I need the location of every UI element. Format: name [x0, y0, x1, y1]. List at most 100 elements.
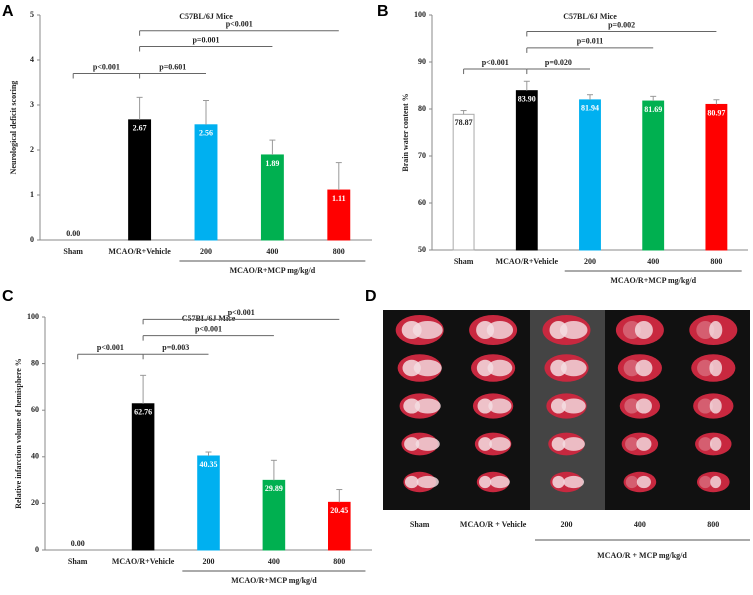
- y-tick-label: 60: [31, 405, 39, 414]
- brain-slice-white: [709, 359, 723, 377]
- bar: [515, 90, 538, 251]
- value-label: 40.35: [200, 460, 218, 469]
- brain-slice-white: [488, 398, 512, 414]
- error-bar: [587, 94, 593, 100]
- brain-slice-white: [625, 437, 639, 451]
- value-label: 62.76: [134, 408, 152, 417]
- significance-label: p<0.001: [97, 343, 124, 352]
- x-tick-label: 400: [647, 257, 659, 266]
- error-bar: [460, 110, 467, 115]
- y-tick-label: 80: [31, 358, 39, 367]
- brain-slice-white: [489, 475, 510, 489]
- y-tick-label: 0: [30, 235, 34, 244]
- y-tick-label: 4: [30, 55, 34, 64]
- x-tick-label: 800: [710, 257, 722, 266]
- error-bar: [523, 80, 530, 91]
- brain-slice-white: [636, 475, 651, 489]
- bar: [131, 403, 155, 551]
- error-bar: [140, 374, 147, 404]
- value-label: 0.00: [71, 539, 85, 548]
- value-label: 29.89: [265, 484, 283, 493]
- brain-slice-white: [476, 321, 495, 339]
- x-tick-label: MCAO/R+Vehicle: [108, 247, 171, 256]
- bar: [128, 119, 152, 241]
- x-tick-label: MCAO/R+Vehicle: [496, 257, 559, 266]
- brain-slice-white: [403, 398, 421, 414]
- y-axis-label: Neurological deficit scoring: [9, 81, 18, 175]
- y-axis-label: Relative infarction volume of hemisphere…: [14, 358, 23, 509]
- y-tick-label: 80: [418, 104, 426, 113]
- significance-label: p=0.001: [192, 35, 219, 44]
- brain-slice-white: [402, 359, 421, 377]
- error-bar: [203, 100, 209, 125]
- significance-label: p<0.001: [226, 20, 253, 29]
- x-tick-label: 200: [200, 247, 212, 256]
- brain-slice-white: [415, 437, 440, 451]
- group-label: MCAO/R+MCP mg/kg/d: [230, 266, 316, 275]
- x-tick-label: 800: [333, 557, 345, 566]
- brain-slice-white: [563, 475, 585, 489]
- brain-slice-white: [623, 359, 641, 377]
- significance-label: p=0.002: [608, 20, 635, 29]
- value-label: 78.87: [455, 118, 473, 127]
- error-bar: [136, 96, 143, 120]
- x-tick-label: 200: [561, 520, 573, 529]
- significance-label: p=0.020: [545, 58, 572, 67]
- significance-label: p<0.001: [195, 324, 222, 333]
- y-tick-label: 1: [30, 190, 34, 199]
- brain-slice-white: [404, 437, 420, 451]
- error-bar: [270, 459, 277, 481]
- brain-slice-white: [709, 437, 722, 451]
- x-tick-label: Sham: [63, 247, 83, 256]
- brain-slice-white: [414, 398, 441, 414]
- y-tick-label: 0: [35, 545, 39, 554]
- error-bar: [269, 139, 276, 155]
- x-tick-label: 400: [268, 557, 280, 566]
- value-label: 1.11: [332, 194, 346, 203]
- x-tick-label: 200: [203, 557, 215, 566]
- group-label: MCAO/R + MCP mg/kg/d: [597, 551, 687, 560]
- y-tick-label: 100: [414, 10, 426, 19]
- brain-slice-white: [552, 475, 565, 489]
- x-tick-label: Sham: [410, 520, 430, 529]
- x-tick-label: 400: [266, 247, 278, 256]
- brain-slice-white: [476, 359, 494, 377]
- significance-label: p<0.001: [482, 58, 509, 67]
- significance-label: p=0.003: [162, 343, 189, 352]
- significance-label: p<0.001: [93, 62, 120, 71]
- brain-slice-white: [478, 475, 492, 489]
- group-label: MCAO/R+MCP mg/kg/d: [231, 576, 317, 585]
- bar: [579, 99, 601, 251]
- brain-slice-white: [561, 398, 586, 414]
- x-tick-label: MCAO/R+Vehicle: [112, 557, 175, 566]
- brain-slice-white: [697, 359, 714, 377]
- brain-slice-white: [487, 359, 513, 377]
- y-tick-label: 40: [31, 452, 39, 461]
- brain-slice-white: [624, 398, 640, 414]
- panel-letter: D: [365, 288, 377, 305]
- brain-slice-white: [635, 359, 653, 377]
- bar: [452, 113, 475, 251]
- error-bar: [713, 99, 720, 105]
- value-label: 20.45: [330, 506, 348, 515]
- y-axis-label: Brain water content %: [401, 93, 410, 171]
- x-tick-label: Sham: [68, 557, 88, 566]
- significance-label: p=0.011: [577, 37, 604, 46]
- brain-slice-white: [549, 321, 568, 339]
- brain-slice-white: [635, 398, 652, 414]
- value-label: 1.89: [265, 159, 279, 168]
- y-tick-label: 60: [418, 198, 426, 207]
- brain-photo: [383, 310, 750, 510]
- panel-letter: B: [377, 3, 389, 20]
- y-tick-label: 50: [418, 245, 426, 254]
- brain-slice-white: [697, 398, 713, 414]
- brain-slice-white: [551, 437, 566, 451]
- brain-slice-white: [562, 437, 585, 451]
- bar: [194, 124, 218, 241]
- brain-slice-white: [401, 321, 422, 339]
- value-label: 81.94: [581, 104, 599, 113]
- bar: [197, 455, 220, 551]
- brain-slice-white: [404, 475, 419, 489]
- chart-title: C57BL/6J Mice: [182, 314, 236, 323]
